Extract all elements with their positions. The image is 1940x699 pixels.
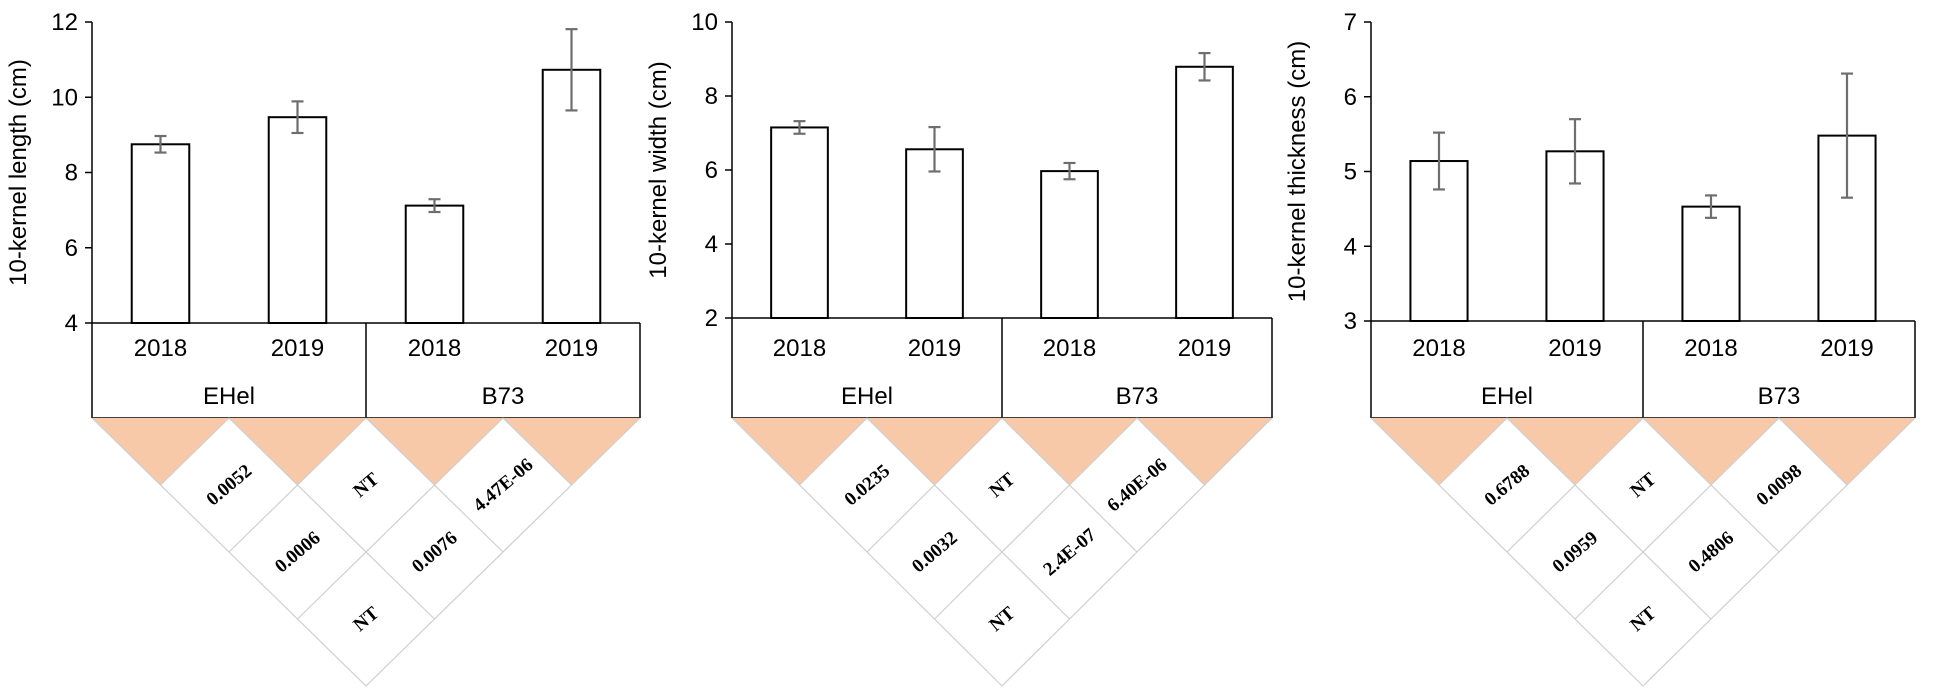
group-label: B73: [482, 383, 525, 410]
y-tick-label: 3: [1344, 308, 1357, 335]
bar: [905, 148, 964, 319]
x-category-label: 2018: [1684, 335, 1737, 362]
y-tick-label: 4: [1344, 233, 1357, 260]
p-value-skip-two: NT: [1626, 603, 1660, 636]
p-value-adjacent: NT: [985, 469, 1019, 502]
matrix-edge: [1001, 417, 1273, 687]
p-value-adjacent: 0.0052: [203, 461, 257, 511]
pair-triangle: [1779, 418, 1915, 485]
bar: [770, 126, 829, 319]
matrix-grid-line: [1778, 417, 1848, 486]
x-category-label: 2018: [134, 335, 187, 362]
matrix-edge: [365, 417, 641, 687]
pair-triangle: [229, 418, 366, 485]
matrix-edge: [91, 417, 367, 687]
matrix-grid-line: [1574, 417, 1780, 620]
bar: [1175, 65, 1234, 319]
matrix-grid-line: [228, 417, 435, 620]
x-category-label: 2018: [408, 335, 461, 362]
y-axis-label: 10-kernel length (cm): [5, 59, 32, 286]
matrix-grid-line: [1438, 417, 1508, 486]
matrix-edge: [731, 417, 1003, 687]
matrix-grid-line: [160, 417, 230, 486]
pair-triangle: [1371, 418, 1507, 485]
chart-panel-2: 10-kernel width (cm) 2 4 6 8 10 2018 2019 2018 20…: [645, 9, 1273, 687]
x-category-label: 2019: [271, 335, 324, 362]
pair-triangle: [1002, 418, 1137, 485]
x-category-label: 2019: [908, 335, 961, 362]
y-axis-label: 10-kernel thickness (cm): [1284, 41, 1311, 302]
matrix-grid-line: [297, 417, 504, 620]
x-category-label: 2018: [1412, 335, 1465, 362]
bar: [1681, 205, 1741, 323]
y-tick-label: 2: [705, 305, 718, 332]
p-value-skip-one: 0.4806: [1685, 528, 1739, 578]
p-value-skip-one: 0.0032: [908, 528, 962, 578]
p-value-adjacent: 0.6788: [1481, 461, 1535, 511]
matrix-grid-line: [1136, 417, 1205, 486]
group-label: B73: [1116, 383, 1159, 410]
p-value-skip-one: 0.0076: [408, 528, 462, 578]
pair-triangle: [92, 418, 229, 485]
group-label: EHel: [203, 383, 255, 410]
pair-triangle: [1643, 418, 1779, 485]
x-category-label: 2018: [1043, 335, 1096, 362]
bar: [267, 116, 328, 324]
p-value-adjacent: NT: [1626, 469, 1660, 502]
matrix-grid-line: [934, 417, 1138, 620]
pair-triangle: [503, 418, 640, 485]
y-tick-label: 6: [1344, 84, 1357, 111]
p-value-adjacent: 0.0098: [1753, 461, 1807, 511]
matrix-grid-line: [866, 417, 1070, 620]
y-tick-label: 6: [65, 235, 78, 262]
pair-triangle: [1507, 418, 1643, 485]
p-value-skip-two: NT: [985, 603, 1019, 636]
x-category-label: 2019: [545, 335, 598, 362]
bar: [404, 204, 465, 324]
group-label: B73: [1758, 383, 1801, 410]
chart-panel-3: 10-kernel thickness (cm) 3 4 5 6 7 2018 2019 201…: [1284, 9, 1916, 687]
matrix-grid-line: [502, 417, 572, 486]
y-tick-label: 8: [65, 160, 78, 187]
p-value-skip-one: 0.0959: [1549, 528, 1603, 578]
y-tick-label: 5: [1344, 159, 1357, 186]
matrix-grid-line: [799, 417, 868, 486]
matrix-grid-line: [1506, 417, 1644, 553]
p-value-skip-one: 0.0006: [271, 528, 325, 578]
matrix-grid-line: [866, 417, 1003, 553]
pair-triangle: [1137, 418, 1272, 485]
y-tick-label: 4: [705, 231, 718, 258]
bar: [1040, 170, 1099, 319]
y-tick-label: 4: [65, 310, 78, 337]
y-tick-label: 7: [1344, 9, 1357, 36]
bar: [130, 143, 191, 324]
matrix-edge: [1370, 417, 1644, 687]
p-value-adjacent: NT: [349, 469, 383, 502]
x-category-label: 2019: [1820, 335, 1873, 362]
p-value-skip-one: 2.4E-07: [1039, 524, 1100, 580]
x-category-label: 2019: [1178, 335, 1231, 362]
p-value-adjacent: 4.47E-06: [469, 454, 537, 516]
pair-triangle: [732, 418, 867, 485]
pair-triangle: [366, 418, 503, 485]
group-label: EHel: [841, 383, 893, 410]
matrix-edge: [1642, 417, 1916, 687]
pair-triangle: [867, 418, 1002, 485]
matrix-grid-line: [1506, 417, 1712, 620]
chart-panel-1: 10-kernel length (cm) 4 6 8 10 12 2018 2019 2018…: [5, 9, 641, 687]
p-value-skip-two: NT: [349, 603, 383, 636]
y-tick-label: 10: [691, 9, 718, 36]
y-tick-label: 10: [51, 84, 78, 111]
y-tick-label: 6: [705, 157, 718, 184]
p-value-adjacent: 6.40E-06: [1103, 454, 1171, 516]
group-label: EHel: [1481, 383, 1533, 410]
x-category-label: 2018: [773, 335, 826, 362]
p-value-adjacent: 0.0235: [841, 461, 895, 511]
matrix-grid-line: [228, 417, 367, 553]
y-tick-label: 8: [705, 83, 718, 110]
y-tick-label: 12: [51, 9, 78, 36]
y-axis-label: 10-kernel width (cm): [645, 61, 672, 278]
x-category-label: 2019: [1548, 335, 1601, 362]
